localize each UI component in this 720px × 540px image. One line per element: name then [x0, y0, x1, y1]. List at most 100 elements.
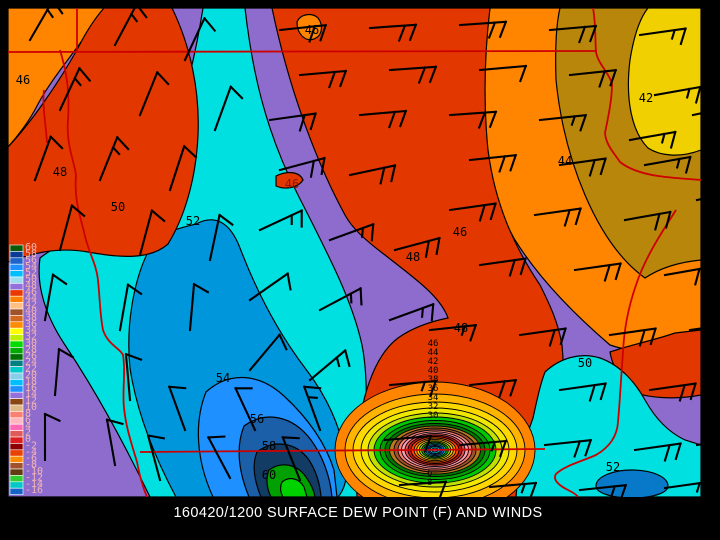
bullseye-stack-label: 32	[428, 402, 439, 412]
wind-barb	[458, 439, 508, 458]
wind-barb	[663, 481, 701, 493]
map-title: 160420/1200 SURFACE DEW POINT (F) AND WI…	[173, 505, 542, 521]
wind-barb	[691, 112, 701, 117]
colorbar-swatch-44	[9, 295, 24, 303]
colorbar-label-0: 0	[25, 434, 31, 445]
bullseye-stack-label: 42	[428, 357, 439, 367]
colorbar-label-32: 32	[25, 332, 37, 343]
colorbar-swatch-18	[9, 379, 24, 387]
wind-barb	[234, 386, 257, 432]
contour-label-48: 48	[53, 165, 67, 179]
bullseye-stack-label: 46	[428, 339, 439, 349]
colorbar-label-28: 28	[25, 344, 37, 355]
region-green-62	[280, 477, 308, 497]
colorbar-swatch-60	[9, 244, 24, 252]
wind-barb	[558, 382, 607, 402]
colorbar-label-16: 16	[25, 383, 37, 394]
colorbar-label-34: 34	[25, 325, 37, 336]
wind-barb	[248, 272, 292, 302]
colorbar-swatch-24	[9, 359, 24, 367]
bullseye-stack-label: 36	[428, 384, 439, 394]
colorbar-label-50: 50	[25, 274, 37, 285]
wind-barb	[58, 66, 92, 112]
wind-barb	[268, 112, 317, 132]
wind-barb	[468, 153, 518, 173]
wind-barb	[653, 85, 701, 104]
colorbar-swatch-0	[9, 436, 24, 444]
colorbar-label-52: 52	[25, 268, 37, 279]
contour-label-58: 58	[262, 439, 276, 453]
wind-barb	[124, 352, 143, 402]
colorbar-swatch-20	[9, 372, 24, 380]
colorbar-swatch-34	[9, 327, 24, 335]
state-border-5	[554, 209, 677, 497]
colorbar-label-46: 46	[25, 287, 37, 298]
colorbar-label-10: 10	[25, 402, 37, 413]
colorbar-swatch--10	[9, 468, 24, 476]
bullseye-stack-label: 30	[428, 411, 439, 421]
contour-label-52: 52	[606, 460, 620, 474]
contour-label-48: 48	[454, 321, 468, 335]
colorbar-swatch-50	[9, 276, 24, 284]
wind-barb	[448, 202, 497, 222]
wind-barb	[113, 8, 148, 47]
colorbar-swatch--8	[9, 462, 24, 470]
colorbar-label-6: 6	[25, 415, 31, 426]
colorbar-label-14: 14	[25, 389, 37, 400]
wind-barb	[281, 435, 302, 482]
wind-barb	[188, 282, 210, 332]
wind-barb	[533, 207, 582, 227]
contour-label-44: 44	[558, 154, 572, 168]
state-border-3	[139, 448, 546, 453]
wind-barb	[298, 69, 348, 89]
colorbar-label-4: 4	[25, 421, 31, 432]
colorbar-swatch-52	[9, 270, 24, 278]
wind-barb	[53, 347, 75, 397]
colorbar-swatch-6	[9, 417, 24, 425]
wind-barb	[568, 68, 618, 88]
bullseye-bottom-label: -6	[422, 469, 433, 479]
state-border-0	[8, 50, 598, 53]
colorbar-label-8: 8	[25, 408, 31, 419]
colorbar-legend: 6058565452504846444240383634323028262422…	[9, 242, 43, 496]
contour-label-56: 56	[250, 412, 264, 426]
wind-barb	[478, 64, 528, 83]
wind-barb	[105, 418, 124, 467]
contour-label-46: 46	[16, 73, 30, 87]
wind-barb	[183, 16, 217, 62]
colorbar-label-36: 36	[25, 319, 37, 330]
wind-barb	[328, 222, 375, 242]
wind-barb	[248, 333, 288, 372]
wind-barb	[398, 480, 448, 497]
region-yellow-topright	[627, 8, 701, 156]
wind-barb	[318, 286, 363, 312]
wind-barb	[538, 113, 588, 132]
contour-label-50: 50	[578, 356, 592, 370]
region-ro-blob-46	[275, 171, 304, 189]
colorbar-label-56: 56	[25, 255, 37, 266]
state-border-4	[592, 8, 701, 181]
wind-barb	[543, 438, 593, 458]
dewpoint-fill-regions	[8, 8, 701, 497]
wind-barb	[33, 135, 64, 182]
wind-barb	[213, 85, 244, 132]
bullseye-bottom-label: -8	[422, 478, 433, 488]
wind-barb	[308, 348, 351, 382]
colorbar-swatch-40	[9, 308, 24, 316]
colorbar-swatch-38	[9, 315, 24, 323]
colorbar-label-30: 30	[25, 338, 37, 349]
colorbar-label--6: -6	[25, 453, 37, 464]
wind-barb	[608, 327, 657, 347]
colorbar-label--2: -2	[25, 440, 37, 451]
wind-barb	[628, 130, 677, 149]
wind-barb	[58, 204, 86, 252]
wind-barb	[458, 20, 508, 39]
colorbar-swatch-22	[9, 366, 24, 374]
contour-label-46: 46	[285, 177, 299, 191]
colorbar-swatch-42	[9, 302, 24, 310]
colorbar-label-2: 2	[25, 428, 31, 439]
colorbar-swatch--14	[9, 481, 24, 489]
colorbar-label-54: 54	[25, 261, 37, 272]
